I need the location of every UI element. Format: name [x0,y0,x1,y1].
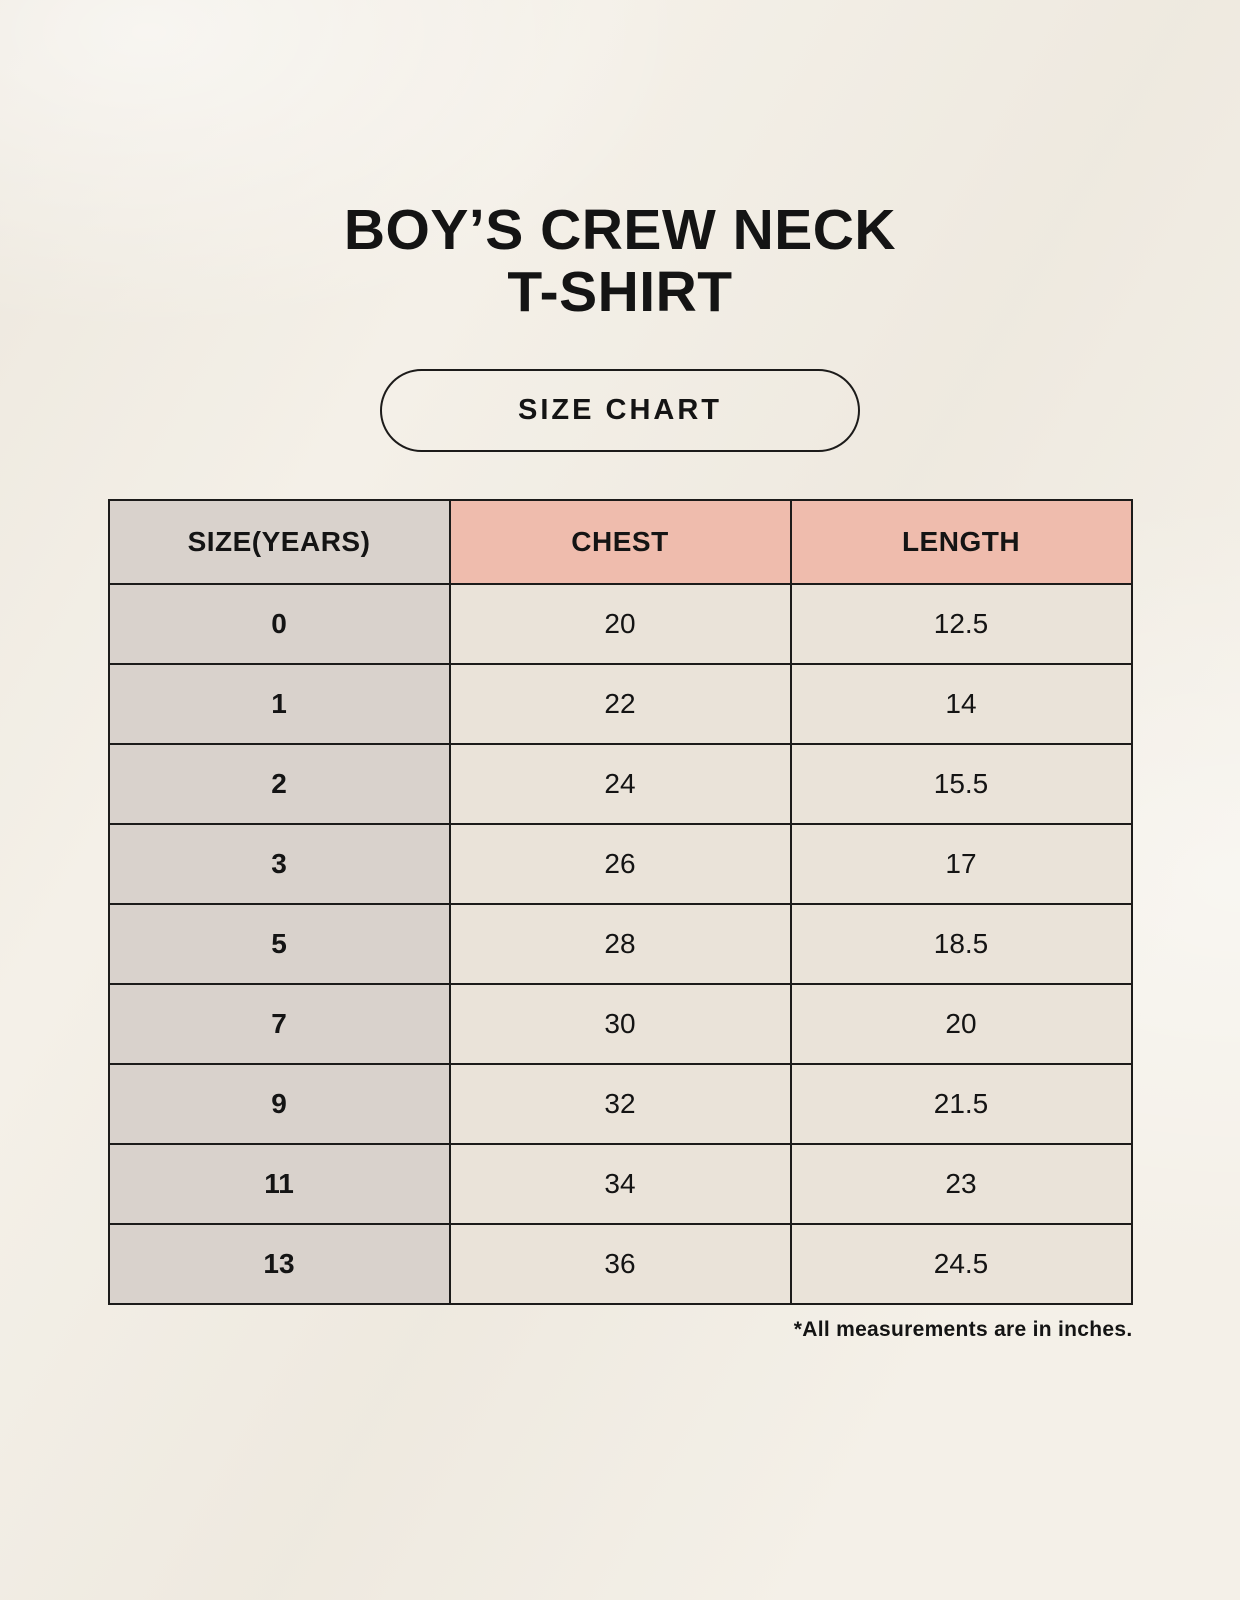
table-body: 0 20 12.5 1 22 14 2 24 15.5 3 26 17 5 28 18.5 7 30 20 9 32 2… [107,583,1133,1306]
chest-cell: 20 [448,583,792,666]
title-line-2: T-SHIRT [507,259,733,324]
length-cell: 17 [789,823,1133,906]
length-cell: 21.5 [789,1063,1133,1146]
table-row: 0 20 12.5 [107,583,1133,666]
table-row: 11 34 23 [107,1143,1133,1226]
chest-cell: 22 [448,663,792,746]
chest-cell: 24 [448,743,792,826]
table-row: 7 30 20 [107,983,1133,1066]
title-line-1: BOY’S CREW NECK [343,198,897,262]
measurements-footnote: *All measurements are in inches. [793,1318,1133,1342]
length-cell: 12.5 [789,583,1133,666]
column-header-chest: CHEST [448,499,792,586]
table-row: 9 32 21.5 [107,1063,1133,1146]
size-table: SIZE(YEARS) CHEST LENGTH 0 20 12.5 1 22 14 2 24… [107,499,1133,1306]
column-header-size-years: SIZE(YEARS) [107,499,451,586]
chest-cell: 30 [448,983,792,1066]
chest-cell: 32 [448,1063,792,1146]
length-cell: 18.5 [789,903,1133,986]
size-years-cell: 5 [107,903,451,986]
length-cell: 14 [789,663,1133,746]
table-row: 2 24 15.5 [107,743,1133,826]
size-years-cell: 9 [107,1063,451,1146]
page-title: BOY’S CREW NECK T-SHIRT [0,0,1240,323]
size-chart-badge: SIZE CHART [380,369,860,453]
table-row: 13 36 24.5 [107,1223,1133,1306]
length-cell: 15.5 [789,743,1133,826]
chest-cell: 34 [448,1143,792,1226]
table-row: 3 26 17 [107,823,1133,906]
size-years-cell: 7 [107,983,451,1066]
column-header-length: LENGTH [789,499,1133,586]
size-years-cell: 11 [107,1143,451,1226]
size-years-cell: 2 [107,743,451,826]
table-row: 1 22 14 [107,663,1133,746]
chest-cell: 26 [448,823,792,906]
size-years-cell: 3 [107,823,451,906]
size-chart-badge-label: SIZE CHART [518,394,722,427]
length-cell: 23 [789,1143,1133,1226]
size-years-cell: 1 [107,663,451,746]
table-header-row: SIZE(YEARS) CHEST LENGTH [107,499,1133,586]
chest-cell: 36 [448,1223,792,1306]
table-row: 5 28 18.5 [107,903,1133,986]
size-years-cell: 0 [107,583,451,666]
chest-cell: 28 [448,903,792,986]
length-cell: 20 [789,983,1133,1066]
size-years-cell: 13 [107,1223,451,1306]
length-cell: 24.5 [789,1223,1133,1306]
